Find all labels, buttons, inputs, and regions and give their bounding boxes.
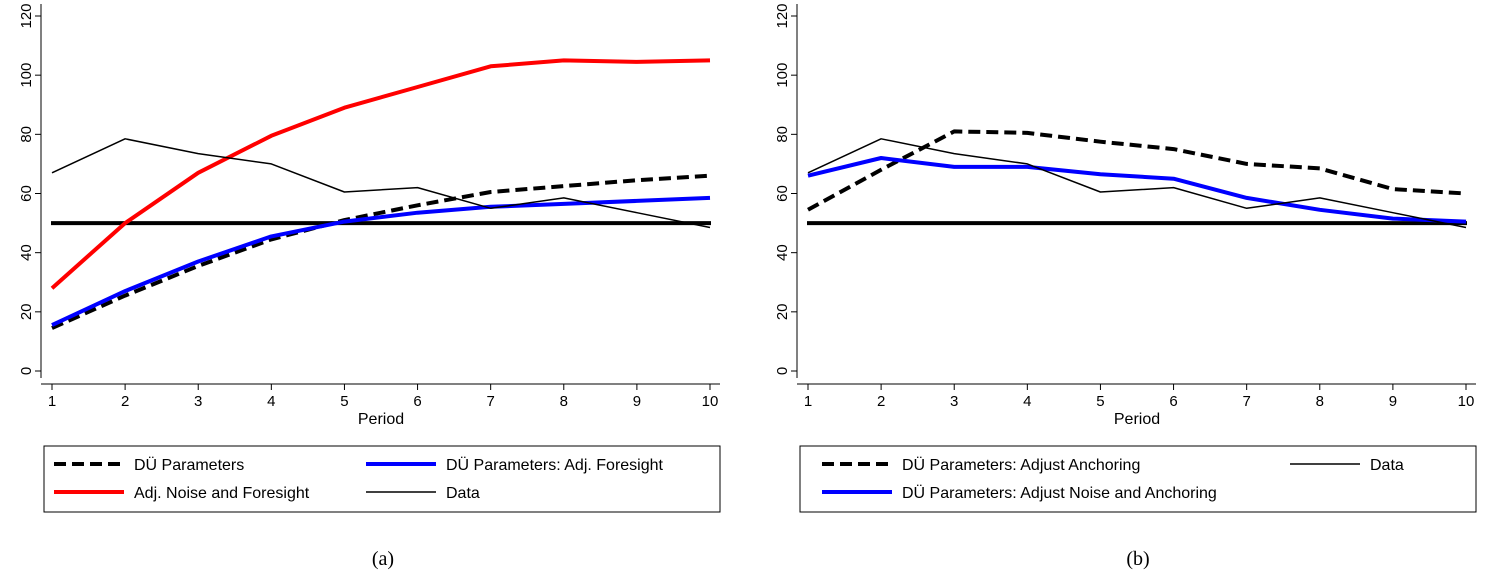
x-tick-label: 7 [486,393,494,410]
x-tick-label: 4 [267,393,275,410]
series-line-0 [807,129,1467,212]
x-tick-label: 7 [1242,393,1250,410]
y-tick-label: 120 [18,3,35,28]
y-tick-label: 20 [774,303,791,320]
panel-caption: (b) [1126,548,1149,570]
legend-label-0: DÜ Parameters: Adjust Anchoring [902,456,1140,474]
x-tick-label: 5 [340,393,348,410]
y-tick-label: 40 [18,244,35,261]
legend-label-2: Adj. Noise and Foresight [134,485,310,502]
y-tick-label: 80 [18,126,35,143]
y-tick-label: 60 [774,185,791,202]
y-tick-label: 120 [774,3,791,28]
x-tick-label: 2 [877,393,885,410]
x-tick-label: 9 [1389,393,1397,410]
series-line-3 [51,138,711,229]
x-tick-label: 5 [1096,393,1104,410]
legend-label-2: Data [1370,457,1404,474]
x-tick-label: 6 [413,393,421,410]
y-tick-label: 80 [774,126,791,143]
legend-label-0: DÜ Parameters [134,456,244,474]
x-tick-label: 4 [1023,393,1031,410]
chart-panel-a: 0 20 40 60 80 100 120 1 2 3 4 5 6 7 8 9 10 Period DÜ Param… [18,3,721,570]
legend-box [43,445,721,513]
y-tick-label: 40 [774,244,791,261]
y-tick-label: 100 [18,63,35,88]
series-line-1 [807,156,1467,224]
x-tick-label: 10 [702,393,719,410]
y-tick-label: 0 [774,367,791,375]
x-axis-title: Period [358,411,404,428]
x-tick-label: 3 [950,393,958,410]
x-tick-label: 10 [1458,393,1475,410]
series-line-1 [51,195,711,327]
x-tick-label: 1 [48,393,56,410]
legend-label-1: DÜ Parameters: Adjust Noise and Anchorin… [902,484,1217,502]
y-tick-label: 0 [18,367,35,375]
x-tick-label: 3 [194,393,202,410]
chart-panel-b: 0 20 40 60 80 100 120 1 2 3 4 5 6 7 8 9 10 Period DÜ Param… [774,3,1477,570]
x-tick-label: 8 [1316,393,1324,410]
y-tick-label: 60 [18,185,35,202]
legend-box [799,445,1477,513]
x-tick-label: 1 [804,393,812,410]
series-line-0 [51,173,711,330]
panel-caption: (a) [372,548,394,570]
x-tick-label: 2 [121,393,129,410]
x-tick-label: 9 [633,393,641,410]
x-axis-title: Period [1114,411,1160,428]
series-line-2 [50,58,711,290]
x-tick-label: 8 [560,393,568,410]
series-line-2 [807,138,1467,229]
x-tick-label: 6 [1169,393,1177,410]
legend-label-3: Data [446,485,480,502]
y-tick-label: 100 [774,63,791,88]
y-tick-label: 20 [18,303,35,320]
legend-label-1: DÜ Parameters: Adj. Foresight [446,456,664,474]
